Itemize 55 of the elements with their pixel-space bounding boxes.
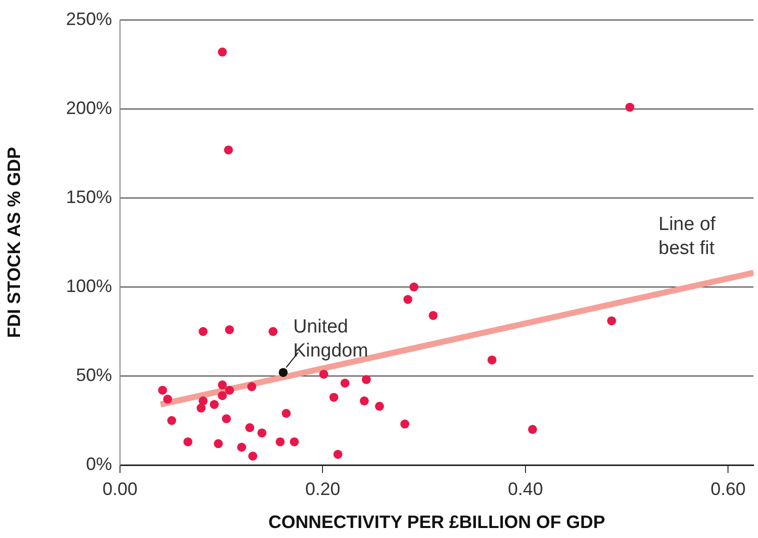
point	[247, 382, 256, 392]
point	[400, 420, 410, 429]
point	[218, 391, 227, 400]
point	[362, 375, 371, 384]
y-tick-label: 100%	[66, 276, 112, 296]
point	[333, 450, 342, 459]
point	[248, 452, 258, 461]
point	[214, 439, 223, 448]
point	[224, 386, 234, 395]
y-tick-label: 50%	[76, 364, 112, 385]
point	[290, 437, 299, 446]
y-axis-title: FDI STOCK AS % GDP	[4, 146, 24, 338]
point	[403, 294, 412, 304]
y-tick-label: 200%	[66, 98, 112, 118]
x-tick-label: 0.40	[508, 478, 543, 499]
point	[276, 437, 285, 446]
point	[374, 402, 384, 411]
point	[237, 442, 246, 452]
point	[428, 310, 438, 320]
point	[224, 325, 234, 334]
point	[282, 408, 291, 418]
x-tick-label: 0.20	[305, 478, 340, 499]
point	[183, 437, 192, 446]
y-tick-label: 250%	[66, 8, 112, 29]
point	[210, 400, 219, 409]
point	[245, 423, 254, 432]
y-tick-label: 0%	[86, 454, 112, 474]
point	[329, 392, 338, 402]
point	[218, 380, 227, 390]
point	[268, 327, 278, 336]
point	[360, 396, 369, 406]
point	[158, 386, 168, 395]
series-label: Line of best fit	[658, 214, 716, 259]
point	[167, 416, 176, 425]
point	[198, 327, 208, 336]
y-tick-label: 150%	[66, 186, 112, 207]
point	[222, 414, 231, 424]
x-tick-label: 0.00	[102, 478, 138, 499]
series-label: United Kingdom	[293, 316, 368, 362]
point	[196, 404, 206, 413]
x-axis-title: CONNECTIVITY PER £BILLION OF GDP	[268, 512, 606, 532]
point	[319, 370, 328, 379]
point	[409, 282, 418, 292]
point	[257, 428, 266, 438]
point	[625, 102, 634, 112]
point	[487, 355, 496, 364]
point	[278, 368, 288, 377]
x-tick-label: 0.60	[710, 478, 746, 499]
point	[607, 316, 616, 326]
point	[198, 396, 208, 406]
point	[224, 145, 233, 154]
point	[163, 394, 172, 404]
point	[528, 424, 538, 434]
point	[340, 378, 350, 388]
point	[218, 48, 227, 57]
